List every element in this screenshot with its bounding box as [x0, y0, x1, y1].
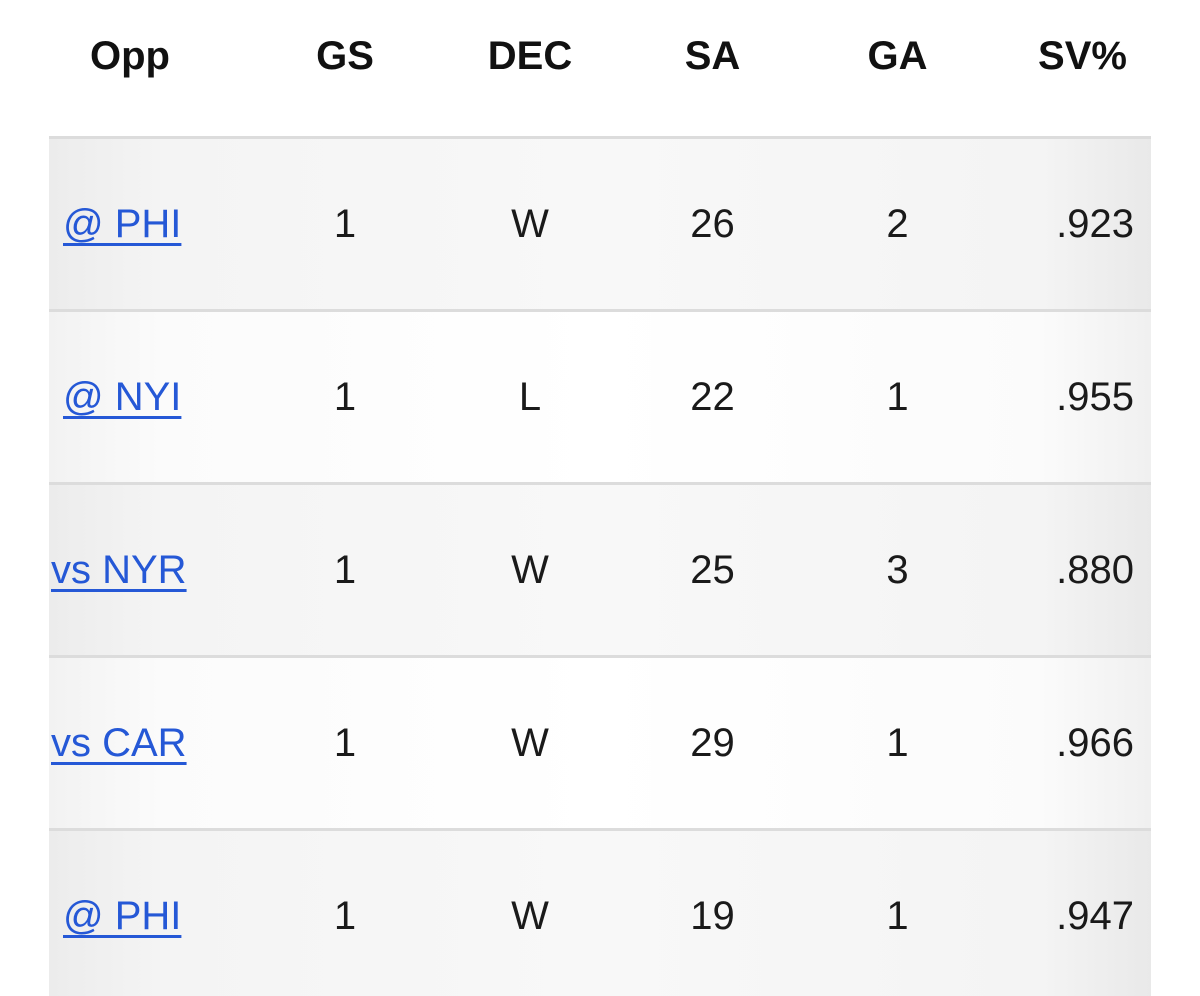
opp-cell: vs NYR — [51, 485, 207, 655]
sa-cell: 19 — [690, 894, 735, 938]
header-sv-pct[interactable]: SV% — [1038, 34, 1127, 78]
header-ga[interactable]: GA — [867, 34, 928, 78]
sv-pct-cell: .955 — [1056, 375, 1134, 419]
gs-cell: 1 — [333, 894, 357, 938]
dec-cell: W — [511, 721, 549, 765]
opponent-link[interactable]: @ PHI — [63, 894, 182, 938]
sv-pct-cell: .947 — [1056, 894, 1134, 938]
opponent-link[interactable]: @ PHI — [63, 202, 182, 246]
header-opp[interactable]: Opp — [90, 34, 170, 78]
header-dec[interactable]: DEC — [487, 34, 573, 78]
table-row: @ NYI 1 L 22 1 .955 — [49, 312, 1151, 485]
gs-cell: 1 — [333, 548, 357, 592]
opp-cell: @ NYI — [63, 312, 219, 482]
dec-cell: L — [518, 375, 542, 419]
opponent-link[interactable]: vs NYR — [51, 548, 187, 592]
dec-cell: W — [511, 202, 549, 246]
opponent-link[interactable]: vs CAR — [51, 721, 187, 765]
table-body: @ PHI 1 W 26 2 .923 @ NYI 1 L 22 1 .955 … — [49, 136, 1151, 996]
table-row: @ PHI 1 W 26 2 .923 — [49, 139, 1151, 312]
table-row: vs CAR 1 W 29 1 .966 — [49, 658, 1151, 831]
table-header-row: Opp GS DEC SA GA SV% — [0, 0, 1200, 112]
ga-cell: 1 — [886, 894, 909, 938]
ga-cell: 1 — [886, 375, 909, 419]
gs-cell: 1 — [333, 721, 357, 765]
ga-cell: 3 — [886, 548, 909, 592]
table-row: @ PHI 1 W 19 1 .947 — [49, 831, 1151, 996]
header-gs[interactable]: GS — [316, 34, 374, 78]
dec-cell: W — [511, 548, 549, 592]
sv-pct-cell: .966 — [1056, 721, 1134, 765]
ga-cell: 2 — [886, 202, 909, 246]
sv-pct-cell: .880 — [1056, 548, 1134, 592]
header-sa[interactable]: SA — [684, 34, 741, 78]
opp-cell: vs CAR — [51, 658, 207, 828]
gs-cell: 1 — [333, 202, 357, 246]
table-row: vs NYR 1 W 25 3 .880 — [49, 485, 1151, 658]
gs-cell: 1 — [333, 375, 357, 419]
sa-cell: 26 — [690, 202, 735, 246]
sv-pct-cell: .923 — [1056, 202, 1134, 246]
sa-cell: 25 — [690, 548, 735, 592]
dec-cell: W — [511, 894, 549, 938]
sa-cell: 29 — [690, 721, 735, 765]
opp-cell: @ PHI — [63, 139, 219, 309]
opponent-link[interactable]: @ NYI — [63, 375, 182, 419]
opp-cell: @ PHI — [63, 831, 219, 996]
ga-cell: 1 — [886, 721, 909, 765]
sa-cell: 22 — [690, 375, 735, 419]
